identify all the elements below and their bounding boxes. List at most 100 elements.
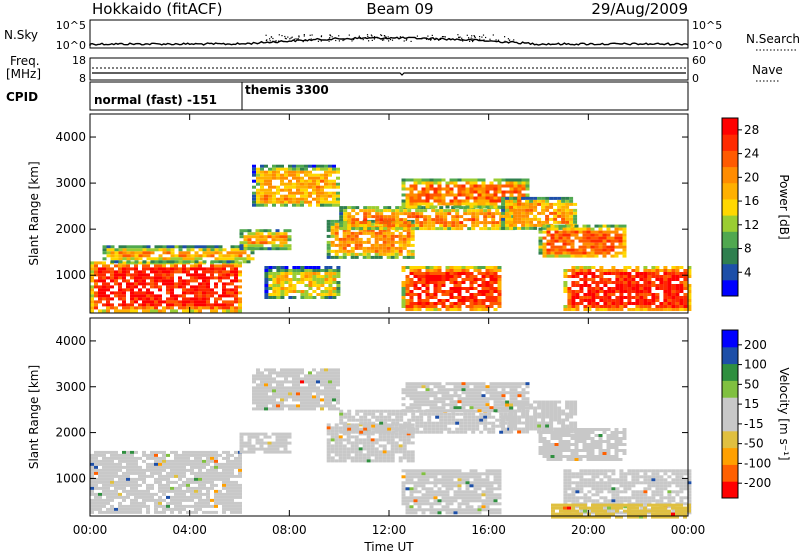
echo-cell: [118, 510, 122, 514]
echo-cell: [312, 182, 316, 186]
echo-cell: [447, 418, 452, 422]
echo-cell: [485, 196, 490, 200]
echo-cell: [263, 441, 268, 445]
echo-cell: [505, 226, 510, 230]
nsearch-point: [389, 38, 392, 41]
echo-cell: [222, 303, 226, 307]
echo-cell: [409, 284, 414, 287]
echo-cell: [533, 196, 538, 200]
echo-cell: [409, 388, 414, 392]
echo-cell: [567, 296, 572, 299]
echo-cell: [330, 219, 335, 223]
echo-cell: [359, 227, 364, 231]
echo-cell: [395, 206, 400, 210]
echo-cell: [370, 246, 375, 250]
echo-cell: [570, 251, 575, 255]
echo-cell: [332, 272, 337, 275]
echo-cell: [206, 245, 211, 249]
nsearch-point: [492, 34, 494, 36]
echo-cell: [423, 224, 428, 228]
echo-cell: [583, 281, 588, 284]
echo-cell: [154, 480, 158, 484]
echo-cell: [98, 288, 102, 292]
echo-cell: [222, 270, 226, 274]
echo-cell: [347, 218, 352, 222]
echo-cell: [558, 251, 563, 255]
echo-cell: [280, 275, 285, 278]
echo-cell: [421, 284, 426, 287]
echo-cell: [437, 409, 442, 413]
echo-cell: [599, 266, 604, 269]
echo-cell: [178, 471, 182, 475]
echo-cell: [355, 418, 360, 422]
echo-cell: [405, 394, 410, 398]
echo-cell: [150, 465, 154, 469]
echo-cell: [94, 450, 98, 454]
echo-cell: [230, 453, 234, 457]
echo-cell: [443, 227, 448, 231]
echo-cell: [284, 389, 288, 393]
echo-cell: [170, 309, 174, 313]
echo-cell: [453, 205, 458, 209]
echo-cell: [481, 266, 486, 269]
echo-cell: [350, 237, 355, 241]
echo-cell: [343, 430, 348, 434]
echo-cell: [567, 305, 572, 308]
echo-cell: [429, 382, 434, 386]
echo-cell: [425, 308, 430, 311]
echo-cell: [437, 406, 442, 410]
echo-cell: [655, 287, 660, 290]
echo-cell: [150, 492, 154, 496]
echo-cell: [413, 400, 418, 404]
echo-cell: [210, 471, 214, 475]
echo-cell: [280, 182, 284, 186]
echo-cell: [406, 237, 411, 241]
echo-cell: [367, 418, 372, 422]
echo-cell: [218, 465, 222, 469]
echo-cell: [503, 421, 508, 425]
echo-cell: [469, 193, 474, 197]
echo-cell: [489, 205, 494, 209]
echo-cell: [230, 489, 234, 493]
echo-cell: [166, 507, 170, 511]
echo-cell: [158, 294, 162, 298]
echo-cell: [326, 429, 331, 433]
echo-cell: [366, 450, 371, 454]
echo-cell: [366, 252, 371, 256]
echo-cell: [611, 287, 616, 290]
echo-cell: [312, 386, 316, 390]
echo-cell: [401, 409, 406, 413]
echo-cell: [405, 284, 410, 287]
echo-cell: [375, 215, 380, 219]
echo-cell: [409, 272, 414, 275]
echo-cell: [118, 273, 122, 277]
nsearch-point: [469, 40, 471, 42]
echo-cell: [425, 299, 430, 302]
echo-cell: [304, 395, 308, 399]
echo-cell: [475, 221, 480, 225]
echo-cell: [339, 221, 344, 225]
echo-cell: [134, 260, 139, 264]
echo-cell: [409, 266, 414, 269]
echo-cell: [316, 185, 320, 189]
echo-cell: [451, 218, 456, 222]
echo-cell: [256, 371, 260, 375]
echo-cell: [611, 290, 616, 293]
echo-cell: [386, 441, 391, 445]
echo-cell: [316, 386, 320, 390]
echo-cell: [154, 245, 159, 249]
echo-cell: [387, 209, 392, 213]
echo-cell: [332, 398, 336, 402]
echo-cell: [390, 444, 395, 448]
echo-cell: [190, 309, 194, 313]
echo-cell: [214, 276, 218, 280]
echo-cell: [268, 395, 272, 399]
echo-cell: [606, 236, 611, 240]
echo-cell: [150, 294, 154, 298]
echo-cell: [194, 276, 198, 280]
echo-cell: [238, 510, 242, 514]
echo-cell: [130, 267, 134, 271]
echo-cell: [354, 435, 359, 439]
echo-cell: [230, 483, 234, 487]
echo-cell: [190, 260, 195, 264]
